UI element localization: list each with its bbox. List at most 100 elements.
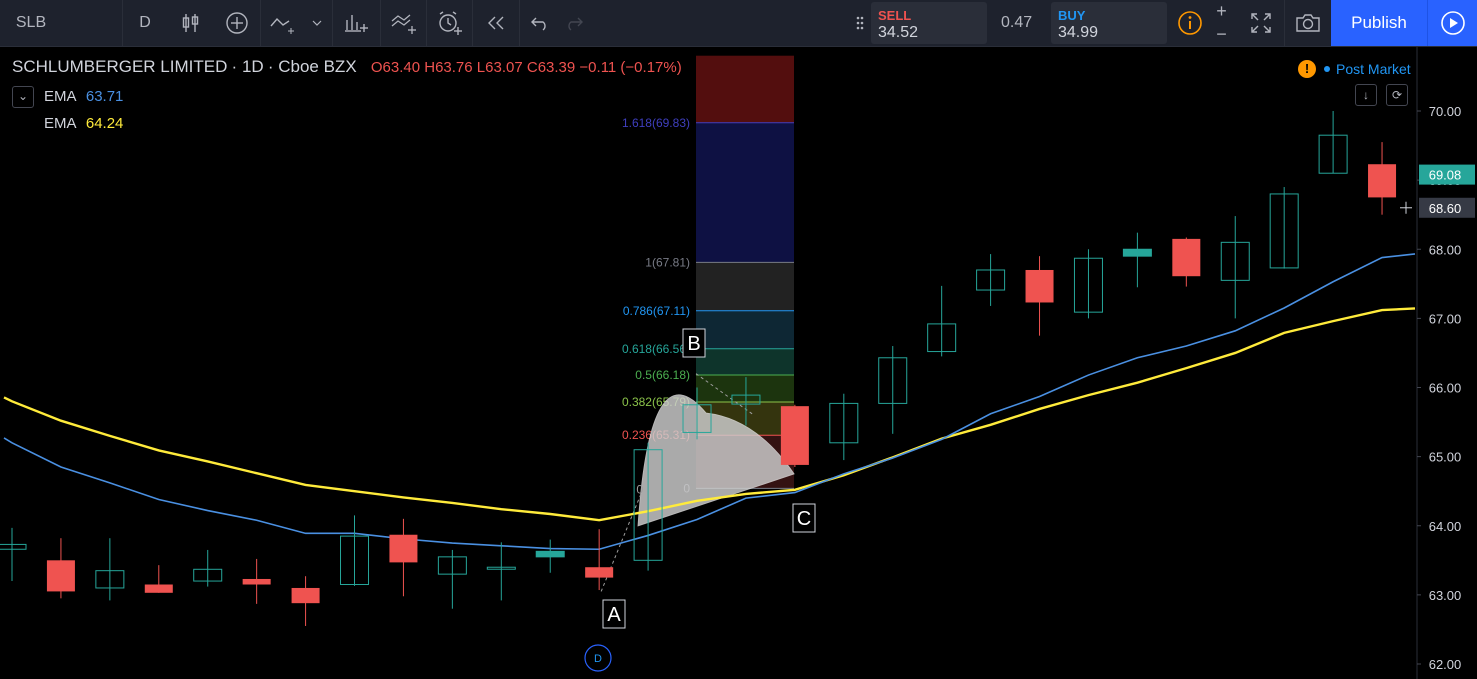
- camera-icon[interactable]: [1286, 0, 1330, 46]
- close-key: C: [526, 59, 538, 76]
- candle: [1269, 187, 1299, 269]
- fib-level-label: 0.618(66.56): [622, 342, 690, 356]
- legend-exchange: Cboe BZX: [278, 57, 357, 76]
- candle-body: [780, 406, 809, 465]
- candle-body: [0, 543, 27, 550]
- abc-label: C: [797, 508, 811, 530]
- candle: [0, 527, 27, 582]
- candle-body: [585, 567, 614, 578]
- candle-body: [340, 535, 370, 586]
- candle: [1318, 111, 1348, 174]
- ema2-value: 64.24: [85, 115, 124, 132]
- symbol-legend: SCHLUMBERGER LIMITED · 1D · Cboe BZX O63…: [12, 57, 682, 76]
- undo-icon[interactable]: [520, 0, 560, 46]
- candle-body: [976, 269, 1006, 291]
- symbol-search-button[interactable]: SLB: [0, 0, 62, 46]
- y-tick-label: 66.00: [1429, 381, 1462, 396]
- quantity-minus-icon[interactable]: −: [1216, 24, 1227, 44]
- abc-label: B: [687, 333, 700, 355]
- candle-body: [682, 404, 712, 433]
- abc-labels: A B C 0: [602, 328, 816, 629]
- play-button[interactable]: [1427, 0, 1477, 46]
- sell-label: SELL: [878, 8, 912, 23]
- candle: [1220, 216, 1250, 319]
- templates-icon[interactable]: [381, 0, 427, 46]
- fib-zero-label: 0: [636, 482, 643, 496]
- candle-body: [1269, 193, 1299, 269]
- candle-body-filled: [536, 551, 565, 557]
- legend-interval: 1D: [241, 57, 264, 76]
- alert-icon[interactable]: [427, 0, 473, 46]
- indicators-icon[interactable]: [262, 0, 332, 46]
- post-market-badge[interactable]: ! Post Market: [1298, 60, 1411, 78]
- candle: [731, 377, 761, 426]
- fib-zone: [696, 55, 794, 123]
- candle-body: [486, 566, 516, 570]
- price-chart[interactable]: 1.618(69.83) 1(67.81) 0.786(67.11) 0.618(66…: [0, 46, 1477, 679]
- financials-icon[interactable]: [333, 0, 379, 46]
- ema-lines: [3, 253, 1416, 551]
- candle: [46, 538, 75, 599]
- download-icon[interactable]: ↓: [1355, 84, 1377, 106]
- interval-button[interactable]: D: [122, 0, 168, 46]
- fib-level-label: 1(67.81): [645, 255, 690, 269]
- quantity-plus-icon[interactable]: +: [1216, 1, 1227, 21]
- candle: [437, 549, 467, 609]
- low-key: L: [476, 59, 486, 76]
- price-axis[interactable]: 70.0069.0068.0067.0066.0065.0064.0063.00…: [1400, 104, 1475, 672]
- candle: [1122, 232, 1152, 288]
- candle: [1368, 142, 1397, 215]
- fullscreen-icon[interactable]: [1240, 0, 1282, 46]
- candle-body: [144, 584, 173, 593]
- drag-handle-icon[interactable]: [851, 0, 869, 46]
- candle-body: [878, 357, 908, 404]
- candles: [0, 111, 1397, 626]
- candle-body: [46, 560, 75, 592]
- candle: [1073, 249, 1103, 319]
- candle: [829, 393, 859, 461]
- low-value: 63.07: [485, 59, 523, 76]
- y-tick-label: 62.00: [1429, 657, 1462, 672]
- ema-legend-2: EMA 64.24: [12, 115, 123, 132]
- abc-label: A: [607, 604, 621, 626]
- candle: [242, 558, 271, 604]
- candle-body: [1172, 238, 1201, 277]
- candle: [486, 542, 516, 601]
- redo-icon[interactable]: [558, 0, 590, 46]
- fib-zone: [696, 262, 794, 311]
- fib-zone: [696, 310, 794, 349]
- candle-body: [1025, 269, 1054, 303]
- candle: [585, 529, 614, 591]
- buy-button[interactable]: BUY 34.99: [1051, 2, 1167, 44]
- ema-slow-line: [3, 307, 1416, 522]
- last-price-tag: [1419, 164, 1475, 185]
- change-value: −0.11 (−0.17%): [579, 59, 682, 76]
- candle-body-filled: [1123, 249, 1152, 257]
- info-icon[interactable]: [1173, 0, 1207, 46]
- publish-label: Publish: [1351, 13, 1407, 32]
- close-value: 63.39: [537, 59, 576, 76]
- candle: [389, 518, 418, 597]
- sell-price: 34.52: [878, 24, 919, 41]
- chart-style-icon[interactable]: [168, 0, 214, 46]
- warning-icon[interactable]: !: [1298, 60, 1316, 78]
- replay-icon[interactable]: [473, 0, 519, 46]
- candle-body: [1073, 257, 1103, 313]
- trade-panel: SELL 34.52 0.47 BUY 34.99 + −: [851, 0, 1232, 46]
- candle-body: [193, 568, 223, 582]
- sell-button[interactable]: SELL 34.52: [871, 2, 987, 44]
- high-key: H: [424, 59, 436, 76]
- markers: D: [584, 644, 612, 672]
- publish-button[interactable]: Publish: [1331, 0, 1427, 46]
- collapse-icon[interactable]: ⌄: [12, 86, 34, 108]
- high-value: 63.76: [435, 59, 473, 76]
- buy-price: 34.99: [1058, 24, 1099, 41]
- fib-level-label: 0.786(67.11): [623, 304, 690, 318]
- candle-body: [95, 570, 125, 589]
- status-dot-icon: [1324, 66, 1330, 72]
- compare-add-icon[interactable]: [214, 0, 260, 46]
- candle: [340, 515, 370, 586]
- maximize-icon[interactable]: ⟳: [1386, 84, 1408, 106]
- abc-label-box: [682, 328, 706, 358]
- ema-fast-line: [3, 253, 1416, 551]
